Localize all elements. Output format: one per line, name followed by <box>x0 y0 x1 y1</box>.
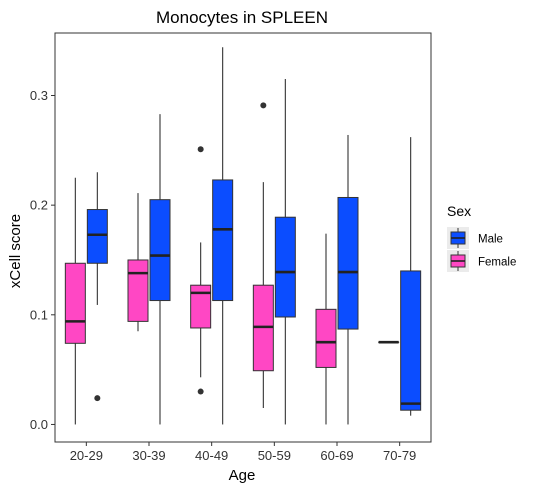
legend-label-male: Male <box>478 234 503 246</box>
x-axis: 20-29 30-39 40-49 50-59 60-69 70-79 <box>70 442 417 463</box>
legend: Sex Male Female <box>447 203 516 272</box>
y-tick-label-0: 0.0 <box>30 417 48 432</box>
box-iqr-male-40-49 <box>213 180 233 301</box>
outlier-female-50-59-0 <box>260 102 266 108</box>
box-iqr-male-70-79 <box>401 271 421 410</box>
legend-item-female: Female <box>447 250 516 272</box>
x-tick-label-40-49: 40-49 <box>195 448 228 463</box>
plot-panel <box>55 33 431 442</box>
box-iqr-male-20-29 <box>87 210 107 264</box>
y-tick-label-1: 0.1 <box>30 307 48 322</box>
outlier-female-40-49-1 <box>198 389 204 395</box>
box-iqr-female-30-39 <box>128 260 148 321</box>
box-iqr-male-50-59 <box>275 217 295 317</box>
x-tick-label-30-39: 30-39 <box>132 448 165 463</box>
x-tick-label-50-59: 50-59 <box>258 448 291 463</box>
box-iqr-female-60-69 <box>316 309 336 367</box>
box-iqr-male-60-69 <box>338 197 358 329</box>
chart-title: Monocytes in SPLEEN <box>156 8 328 27</box>
y-tick-label-2: 0.2 <box>30 198 48 213</box>
legend-title: Sex <box>447 203 471 219</box>
x-tick-label-70-79: 70-79 <box>383 448 416 463</box>
x-tick-label-20-29: 20-29 <box>70 448 103 463</box>
x-axis-label: Age <box>229 467 256 484</box>
box-iqr-female-20-29 <box>65 263 85 343</box>
box-iqr-male-30-39 <box>150 200 170 301</box>
outlier-male-20-29-0 <box>94 395 100 401</box>
y-tick-label-3: 0.3 <box>30 88 48 103</box>
y-axis-label: xCell score <box>7 214 24 288</box>
legend-item-male: Male <box>447 227 503 249</box>
outlier-female-40-49-0 <box>198 146 204 152</box>
legend-label-female: Female <box>478 257 516 269</box>
y-axis: 0.0 0.1 0.2 0.3 <box>30 88 55 432</box>
x-tick-label-60-69: 60-69 <box>320 448 353 463</box>
